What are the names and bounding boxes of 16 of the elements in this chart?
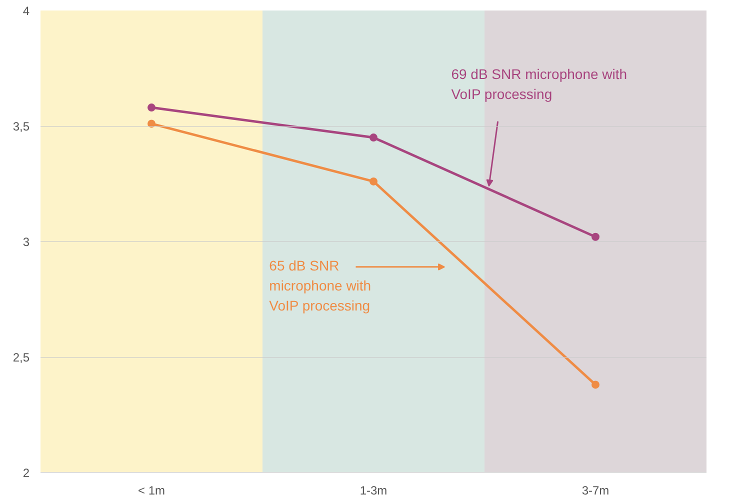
y-tick-label: 4 [22,4,30,18]
point [370,177,378,186]
text: 69 dB SNR microphone with VoIP processing [451,66,628,102]
text: 65 dB SNR microphone with VoIP processing [269,258,372,314]
point [592,380,600,389]
x-tick-label: 1-3m [360,484,388,498]
point [370,134,378,142]
x-tick-label: 3-7m [582,484,610,498]
point [148,104,156,112]
x-tick-label: < 1m [138,484,166,498]
point [592,232,600,241]
y-tick-label: 2 [22,466,30,480]
y-tick-label: 2,5 [12,350,30,364]
y-tick-label: 3 [22,235,30,249]
y-tick-label: 3,5 [12,120,30,134]
point [148,120,156,128]
